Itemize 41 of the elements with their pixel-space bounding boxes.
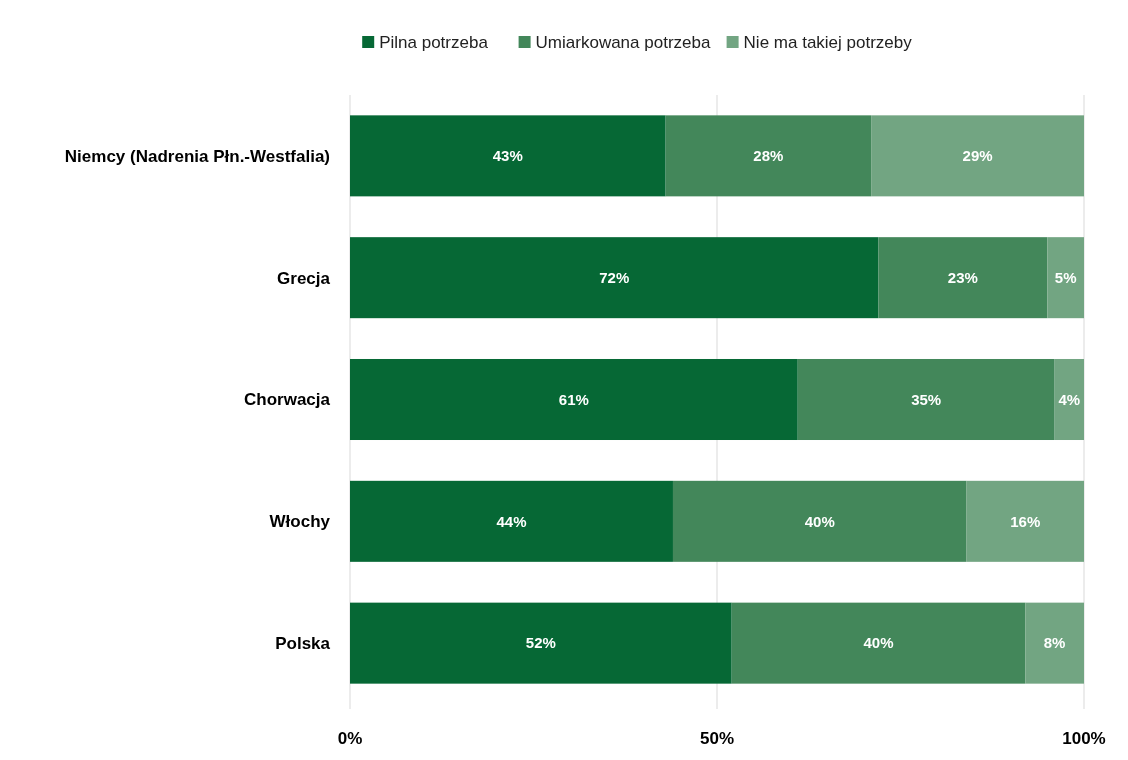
bar (1054, 358, 1084, 441)
legend-label: Pilna potrzeba (379, 33, 489, 52)
data-label: 8% (1043, 634, 1066, 652)
data-label: 72% (599, 268, 630, 286)
bar (871, 115, 1084, 197)
x-tick-label: 100% (1062, 729, 1106, 748)
legend-label: Umiarkowana potrzeba (535, 33, 711, 52)
y-tick-label: Włochy (269, 512, 331, 532)
bar (672, 480, 967, 562)
data-label: 44% (496, 512, 527, 530)
data-label: 29% (962, 147, 993, 165)
data-label: 40% (863, 634, 894, 652)
y-tick-label: Chorwacja (244, 390, 331, 410)
data-label: 16% (1010, 512, 1041, 530)
data-label: 40% (804, 512, 835, 530)
data-label: 23% (947, 268, 978, 286)
x-tick-label: 0% (337, 729, 363, 748)
data-label: 4% (1058, 390, 1081, 408)
y-tick-label: Grecja (277, 268, 331, 288)
bar (731, 602, 1026, 684)
x-tick-label: 50% (699, 729, 735, 748)
y-tick-label: Polska (275, 634, 331, 654)
bar (878, 237, 1048, 319)
bar (665, 115, 872, 197)
data-label: 43% (492, 147, 523, 165)
legend-label: Nie ma takiej potrzeby (743, 33, 913, 52)
bar (350, 358, 798, 441)
bar (350, 480, 673, 562)
data-label: 61% (558, 390, 589, 408)
bar (350, 115, 666, 197)
bar (1025, 602, 1084, 684)
data-label: 35% (911, 390, 942, 408)
data-label: 52% (525, 634, 556, 652)
bar (350, 237, 879, 319)
data-label: 5% (1054, 268, 1077, 286)
bar (1047, 237, 1084, 319)
bar (966, 480, 1084, 562)
y-tick-label: Niemcy (Nadrenia Płn.-Westfalia) (64, 146, 330, 166)
bar (797, 358, 1055, 441)
bar (350, 602, 732, 684)
data-label: 28% (753, 147, 784, 165)
